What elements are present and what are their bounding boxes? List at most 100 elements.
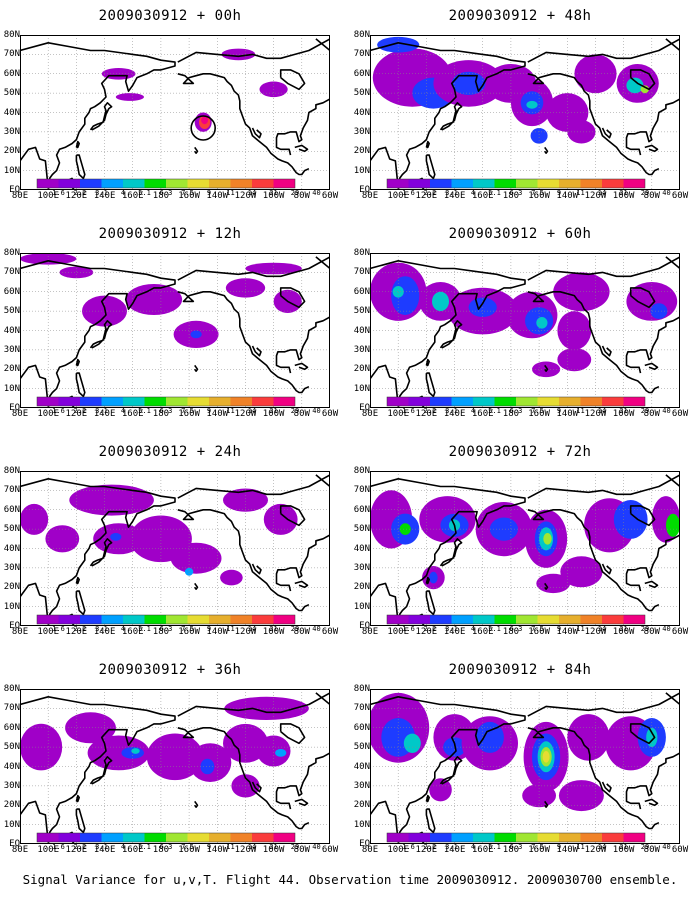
lon-tick-label: 120W	[584, 845, 607, 855]
lon-tick-label: 180	[152, 191, 170, 201]
lat-tick-label: 80N	[3, 248, 20, 258]
colorbar-swatch	[473, 615, 495, 624]
lon-tick-label: 80E	[361, 409, 379, 419]
lon-tick-label: 120E	[65, 627, 88, 637]
lat-tick-label: EQ	[9, 403, 20, 413]
colorbar-swatch	[473, 179, 495, 188]
colorbar-swatch	[408, 615, 430, 624]
colorbar-swatch	[408, 397, 430, 406]
colorbar-swatch	[516, 833, 538, 842]
colorbar-label: 29	[290, 407, 300, 415]
colorbar-swatch	[623, 179, 645, 188]
colorbar-swatch	[101, 833, 123, 842]
variance-contour	[536, 573, 571, 594]
colorbar-swatch	[209, 833, 231, 842]
colorbar-swatch	[166, 833, 188, 842]
lon-tick-label: 120E	[415, 409, 438, 419]
lon-tick-label: 80E	[361, 191, 379, 201]
colorbar-swatch	[580, 397, 602, 406]
lon-tick-label: 180	[502, 191, 520, 201]
lat-tick-label: 10N	[353, 165, 370, 176]
lat-tick-label: 30N	[3, 780, 20, 791]
map-panel-00h: 2009030912 + 00h 80N 70N 60N 50N 40N 30N 20N 10N…	[0, 8, 340, 218]
variance-contour	[184, 567, 194, 576]
lat-tick-label: 10N	[3, 601, 20, 612]
colorbar-swatch	[230, 833, 252, 842]
colorbar-label: 11	[576, 407, 585, 415]
variance-contour	[221, 48, 256, 61]
colorbar-label: 29	[290, 843, 300, 851]
coastlines	[370, 474, 680, 626]
lon-tick-label: 120W	[234, 409, 257, 419]
colorbar-label: 3.1	[95, 843, 108, 851]
lon-tick-label: 100W	[262, 409, 285, 419]
colorbar-swatch	[451, 615, 473, 624]
colorbar-label: 5.1	[138, 189, 151, 197]
lon-tick-label: 100E	[37, 627, 60, 637]
lon-tick-label: 140E	[93, 627, 116, 637]
colorbar-swatch	[252, 615, 274, 624]
variance-contour	[190, 330, 202, 339]
lon-tick-label: 80E	[11, 845, 29, 855]
colorbar-swatch	[37, 179, 59, 188]
lat-tick-label: 20N	[353, 146, 370, 157]
colorbar-swatch	[559, 397, 581, 406]
colorbar-label: 7.5	[531, 407, 544, 415]
variance-map	[370, 471, 680, 626]
colorbar-label: 1.6	[52, 189, 65, 197]
lat-tick-label: 30N	[3, 126, 20, 137]
panel-title: 2009030912 + 36h	[98, 662, 242, 678]
lon-tick-label: 140W	[556, 409, 579, 419]
colorbar-swatch	[580, 179, 602, 188]
lat-tick-label: 40N	[3, 543, 20, 554]
variance-contour	[170, 542, 222, 574]
lat-tick-label: 40N	[3, 107, 20, 118]
lat-tick-label: 80N	[353, 684, 370, 694]
colorbar-label: 6.3	[159, 407, 173, 415]
colorbar-label: 11	[576, 625, 585, 633]
panel-title: 2009030912 + 84h	[448, 662, 592, 678]
colorbar-label: 3.1	[445, 189, 458, 197]
colorbar-label: 14	[597, 189, 607, 197]
colorbar-swatch	[451, 833, 473, 842]
grid-lines	[20, 689, 330, 844]
colorbar-label: 3.1	[95, 189, 108, 197]
lon-tick-label: 100E	[387, 409, 410, 419]
colorbar-swatch	[494, 615, 516, 624]
lat-tick-label: 10N	[353, 601, 370, 612]
lon-tick-label: 60W	[321, 409, 339, 419]
colorbar-label: 4	[120, 189, 126, 197]
colorbar-label: 29	[640, 843, 650, 851]
panel-title: 2009030912 + 48h	[448, 8, 592, 24]
colorbar-swatch	[273, 833, 295, 842]
colorbar-label: 6.3	[509, 189, 523, 197]
lat-tick-label: EQ	[9, 839, 20, 849]
colorbar-label: 21	[619, 407, 628, 415]
lat-tick-label: 70N	[3, 49, 20, 60]
colorbar-swatch	[387, 397, 409, 406]
colorbar-swatch	[123, 397, 145, 406]
variance-map	[370, 689, 680, 844]
lon-tick-label: 80W	[293, 409, 310, 419]
colorbar-swatch	[209, 179, 231, 188]
lat-tick-label: 60N	[3, 722, 20, 733]
lon-tick-label: 160E	[121, 409, 144, 419]
colorbar-swatch	[473, 833, 495, 842]
colorbar-label: 9	[206, 625, 212, 633]
lon-tick-label: 180	[502, 627, 520, 637]
colorbar-swatch	[123, 833, 145, 842]
lon-tick-label: 100E	[387, 845, 410, 855]
colorbar-label: 9	[556, 843, 562, 851]
colorbar-swatch	[516, 397, 538, 406]
lat-tick-label: 30N	[353, 126, 370, 137]
lat-tick-label: 50N	[353, 306, 370, 317]
colorbar-label: 7.5	[181, 407, 194, 415]
lon-tick-label: 160W	[178, 845, 200, 855]
variance-contour	[201, 116, 209, 125]
lon-tick-label: 100E	[387, 191, 410, 201]
observation-circle	[190, 115, 216, 141]
colorbar-label: 7.5	[181, 189, 194, 197]
colorbar-swatch	[537, 397, 559, 406]
lon-tick-label: 140E	[443, 845, 466, 855]
colorbar-label: 14	[597, 625, 607, 633]
